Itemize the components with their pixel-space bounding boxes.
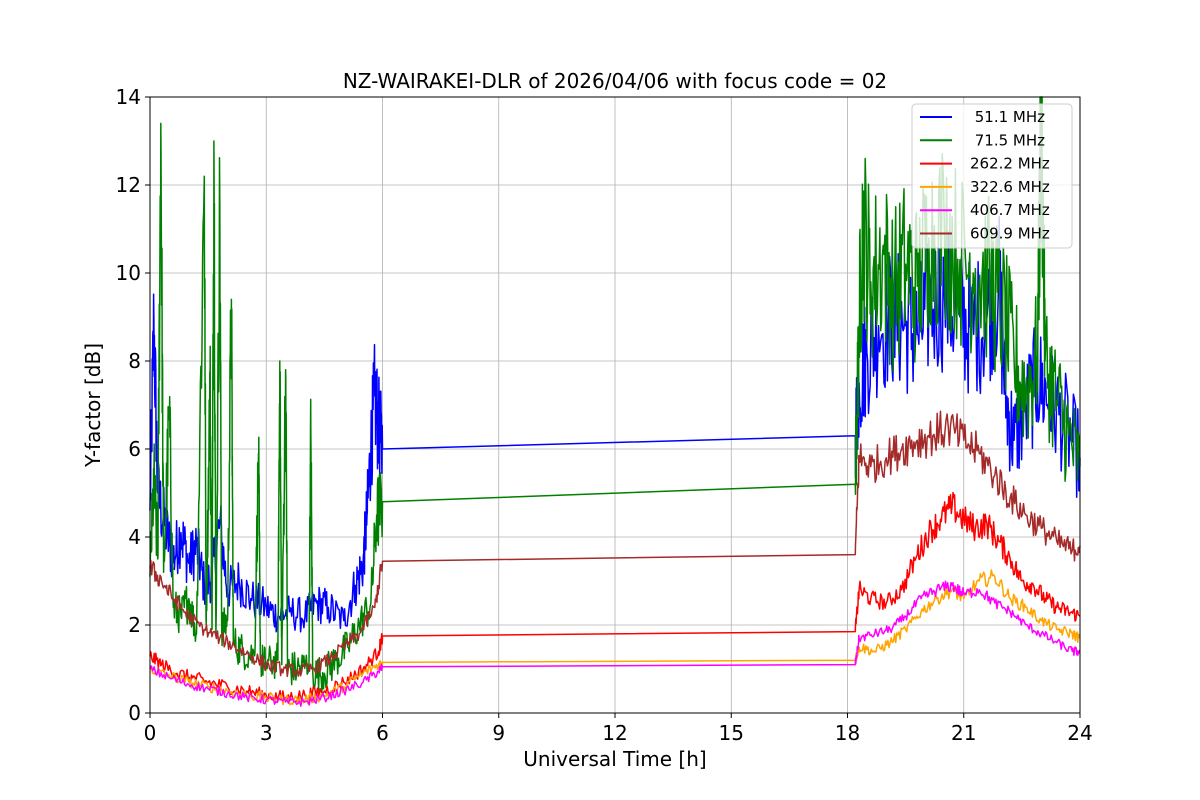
x-tick-label: 12 <box>602 721 627 745</box>
series-line-609-9-mhz <box>149 410 1081 678</box>
chart-title: NZ-WAIRAKEI-DLR of 2026/04/06 with focus… <box>343 69 887 93</box>
series-line-71-5-mhz <box>149 96 1081 693</box>
y-tick-label: 14 <box>116 85 141 109</box>
legend-label: 262.2 MHz <box>970 155 1050 173</box>
y-tick-label: 8 <box>128 349 141 373</box>
legend: 51.1 MHz 71.5 MHz 262.2 MHz 322.6 MHz 406.7… <box>911 103 1073 249</box>
series-line-262-2-mhz <box>149 491 1081 703</box>
y-tick-label: 6 <box>128 437 141 461</box>
legend-label: 71.5 MHz <box>970 131 1045 149</box>
x-tick-label: 6 <box>376 721 389 745</box>
legend-label: 51.1 MHz <box>970 108 1045 126</box>
y-tick-label: 4 <box>128 525 141 549</box>
y-tick-label: 12 <box>116 173 141 197</box>
x-tick-label: 3 <box>260 721 273 745</box>
y-tick-label: 2 <box>128 613 141 637</box>
x-tick-label: 9 <box>492 721 505 745</box>
series-line-51-1-mhz <box>149 216 1081 633</box>
y-tick-label: 0 <box>128 701 141 725</box>
legend-label: 406.7 MHz <box>970 201 1050 219</box>
legend-label: 322.6 MHz <box>970 178 1050 196</box>
x-tick-label: 15 <box>719 721 744 745</box>
x-tick-label: 0 <box>144 721 157 745</box>
x-tick-label: 18 <box>835 721 860 745</box>
legend-label: 609.9 MHz <box>970 225 1050 243</box>
x-axis-label: Universal Time [h] <box>523 747 706 771</box>
x-tick-label: 24 <box>1067 721 1092 745</box>
y-tick-label: 10 <box>116 261 141 285</box>
series-line-322-6-mhz <box>149 569 1081 706</box>
series-line-406-7-mhz <box>149 580 1081 707</box>
y-axis-label: Y-factor [dB] <box>81 343 105 468</box>
x-tick-label: 21 <box>951 721 976 745</box>
series-layer <box>149 96 1081 707</box>
